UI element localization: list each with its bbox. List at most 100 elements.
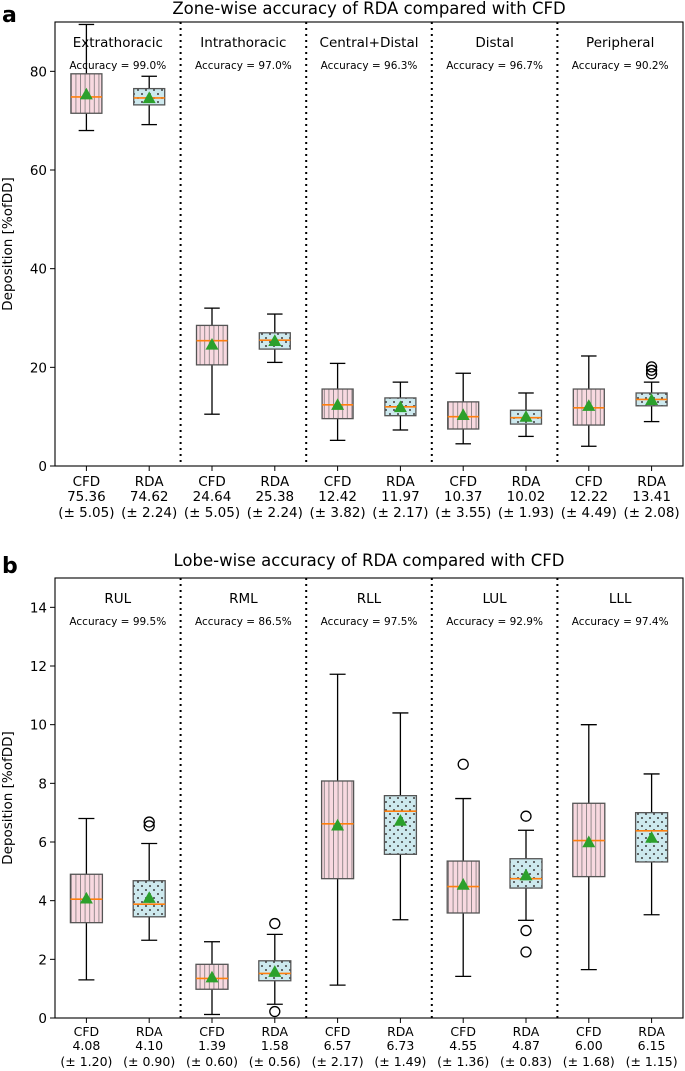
panel-a: a Zone-wise accuracy of RDA compared with… (0, 0, 684, 521)
data-label-mean: 6.73 (386, 1038, 414, 1053)
data-label-sd: (± 5.05) (184, 505, 240, 521)
box-rda (258, 313, 291, 364)
box-outline (383, 795, 418, 855)
box-outline (509, 858, 543, 889)
x-tick-label: CFD (449, 474, 477, 490)
mean-marker (268, 965, 282, 977)
group-accuracy: Accuracy = 99.0% (69, 60, 166, 72)
y-tick-label: 4 (38, 894, 47, 910)
panel-letter: a (2, 3, 17, 28)
x-tick-label: RDA (261, 1024, 288, 1039)
group-accuracy: Accuracy = 86.5% (195, 616, 292, 628)
group-name: Peripheral (586, 35, 654, 51)
data-label-sd: (± 1.36) (437, 1054, 489, 1069)
outlier-point (645, 361, 658, 373)
y-tick-label: 0 (38, 1011, 47, 1027)
group-name: Central+Distal (320, 35, 419, 51)
data-label-mean: 6.57 (324, 1038, 352, 1053)
box-rda (509, 810, 543, 958)
box-outline (321, 388, 354, 420)
x-tick-label: RDA (260, 474, 290, 490)
group-name: RML (229, 591, 258, 607)
y-tick-label: 40 (30, 262, 47, 278)
data-label-mean: 6.00 (575, 1038, 603, 1053)
x-tick-label: RDA (513, 1024, 540, 1039)
x-tick-label: CFD (324, 474, 352, 490)
data-label-sd: (± 1.68) (563, 1054, 615, 1069)
x-tick-label: CFD (325, 1024, 351, 1039)
y-tick-label: 2 (38, 952, 47, 968)
data-label-mean: 25.38 (255, 489, 294, 505)
outlier-point (520, 924, 532, 937)
y-tick-label: 0 (38, 459, 47, 475)
data-label-mean: 10.02 (507, 489, 546, 505)
data-label-sd: (± 0.60) (186, 1054, 238, 1069)
outlier-point (520, 946, 532, 958)
data-label-mean: 11.97 (381, 489, 420, 505)
x-tick-label: CFD (73, 474, 101, 490)
data-label-sd: (± 1.49) (374, 1054, 426, 1069)
group-name: Distal (475, 35, 514, 51)
x-tick-label: RDA (638, 1024, 665, 1039)
axes-frame (54, 577, 684, 1019)
data-label-mean: 4.08 (72, 1038, 100, 1053)
outlier-point (143, 816, 155, 828)
mean-marker (519, 868, 533, 881)
box-outline (70, 73, 103, 114)
outlier-point (457, 758, 469, 770)
box-rda (258, 917, 292, 1018)
outlier-point (645, 368, 658, 380)
mean-marker (519, 410, 533, 422)
group-name: LUL (482, 591, 507, 607)
outlier-point (143, 820, 155, 832)
box-outline (447, 401, 480, 430)
group-name: RUL (104, 591, 131, 607)
outlier-point (520, 810, 532, 822)
mean-marker (582, 835, 596, 848)
group-name: Intrathoracic (200, 35, 286, 51)
mean-marker (79, 87, 93, 100)
data-label-mean: 1.58 (261, 1038, 289, 1053)
y-tick-label: 14 (30, 600, 47, 616)
panel-b: b Lobe-wise accuracy of RDA compared with… (0, 551, 684, 1069)
box-cfd (195, 941, 229, 1016)
box-cfd (70, 23, 103, 132)
box-outline (195, 963, 229, 990)
mean-marker (645, 393, 659, 406)
data-label-sd: (± 0.90) (123, 1054, 175, 1069)
box-rda (384, 381, 417, 431)
mean-marker (331, 398, 345, 410)
box-rda (383, 712, 418, 921)
data-label-mean: 24.64 (193, 489, 232, 505)
box-rda (133, 75, 166, 126)
mean-marker (79, 891, 93, 904)
mean-marker (205, 970, 219, 983)
group-name: LLL (609, 591, 632, 607)
x-tick-label: CFD (575, 474, 603, 490)
mean-marker (205, 337, 219, 350)
data-label-mean: 75.36 (67, 489, 106, 505)
data-label-sd: (± 1.20) (60, 1054, 112, 1069)
outlier-point (269, 1005, 281, 1018)
data-label-mean: 74.62 (130, 489, 169, 505)
data-label-sd: (± 2.17) (372, 505, 428, 521)
chart-title: Zone-wise accuracy of RDA compared with … (172, 0, 565, 18)
box-outline (133, 87, 166, 106)
y-tick-label: 12 (30, 659, 47, 675)
mean-marker (582, 399, 596, 411)
data-label-mean: 6.15 (638, 1038, 666, 1053)
group-accuracy: Accuracy = 92.9% (446, 616, 543, 628)
data-label-sd: (± 2.17) (312, 1054, 364, 1069)
box-outline (634, 812, 669, 863)
outlier-point (645, 364, 658, 376)
data-label-sd: (± 0.83) (500, 1054, 552, 1069)
mean-marker (331, 818, 345, 831)
box-cfd (446, 758, 480, 977)
y-axis-label: Deposition [%ofDD] (0, 177, 16, 311)
data-label-mean: 4.55 (449, 1038, 477, 1053)
group-accuracy: Accuracy = 96.3% (321, 60, 418, 72)
box-cfd (572, 355, 605, 447)
mean-marker (393, 400, 407, 413)
data-label-mean: 4.87 (512, 1038, 540, 1053)
data-label-sd: (± 2.24) (121, 505, 177, 521)
